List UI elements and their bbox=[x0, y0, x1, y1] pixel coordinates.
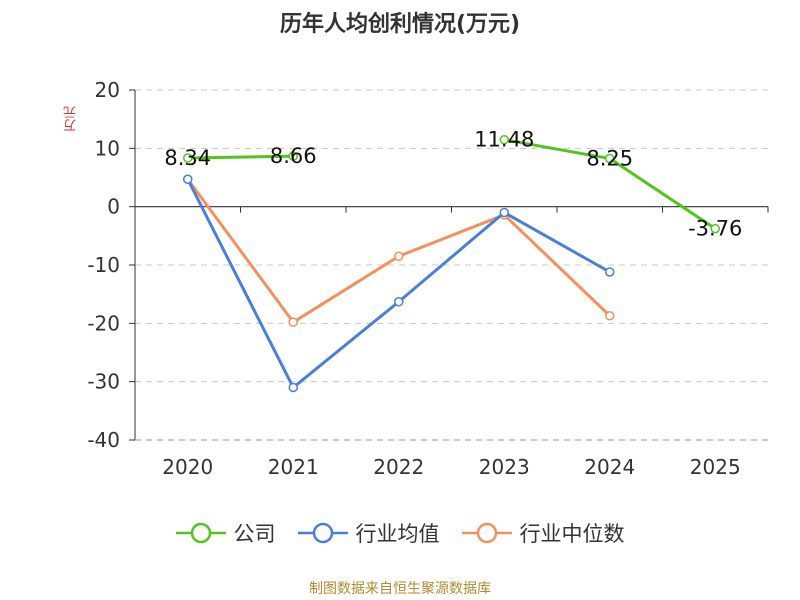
data-label: 11.48 bbox=[474, 128, 534, 152]
data-point bbox=[183, 153, 193, 163]
legend-line-marker-icon bbox=[297, 522, 348, 544]
data-label: 8.66 bbox=[270, 144, 317, 168]
series-line bbox=[187, 154, 294, 160]
legend-label: 行业均值 bbox=[355, 522, 440, 546]
data-label: 8.34 bbox=[164, 146, 211, 170]
legend-item[interactable]: 公司 bbox=[175, 518, 276, 548]
legend-label: 行业中位数 bbox=[519, 522, 625, 546]
chart-legend: 公司 行业均值 行业中位数 bbox=[0, 518, 800, 548]
data-label: 8.25 bbox=[586, 147, 633, 171]
x-tick-label: 2023 bbox=[479, 455, 530, 479]
data-point bbox=[394, 297, 404, 307]
data-label: -3.76 bbox=[688, 217, 742, 241]
data-point bbox=[288, 151, 298, 161]
legend-item[interactable]: 行业中位数 bbox=[461, 518, 625, 548]
data-source-note: 制图数据来自恒生聚源数据库 bbox=[309, 581, 491, 597]
x-tick-label: 2024 bbox=[584, 455, 635, 479]
legend-line-marker-icon bbox=[175, 522, 226, 544]
data-point bbox=[394, 251, 404, 261]
data-point bbox=[288, 382, 298, 393]
data-point bbox=[499, 134, 509, 145]
y-tick-label: -40 bbox=[87, 428, 120, 452]
chart-title: 历年人均创利情况(万元) bbox=[279, 12, 521, 37]
data-point bbox=[183, 174, 193, 184]
data-point bbox=[605, 153, 615, 164]
y-tick-label: 20 bbox=[95, 78, 120, 102]
x-tick-label: 2025 bbox=[690, 455, 741, 479]
y-tick-label: -20 bbox=[87, 311, 120, 335]
legend-line-marker-icon bbox=[461, 522, 512, 544]
y-tick-label: 0 bbox=[107, 195, 120, 219]
y-tick-label: 10 bbox=[95, 136, 120, 160]
data-point bbox=[605, 267, 615, 277]
x-tick-label: 2022 bbox=[373, 455, 424, 479]
series-line bbox=[186, 178, 611, 389]
data-point bbox=[288, 317, 298, 327]
y-tick-label: -10 bbox=[87, 253, 120, 277]
legend-item[interactable]: 行业均值 bbox=[297, 518, 440, 548]
x-tick-label: 2021 bbox=[268, 455, 319, 479]
data-point bbox=[499, 207, 509, 218]
data-point bbox=[710, 223, 720, 234]
y-tick-label: -30 bbox=[87, 370, 120, 394]
x-tick-label: 2020 bbox=[162, 455, 213, 479]
legend-label: 公司 bbox=[233, 522, 276, 546]
line-chart: 20 10 0 -10 -20 -30 -40 2020 2021 2022 2023 2024 202… bbox=[87, 78, 769, 479]
data-point bbox=[605, 311, 615, 321]
